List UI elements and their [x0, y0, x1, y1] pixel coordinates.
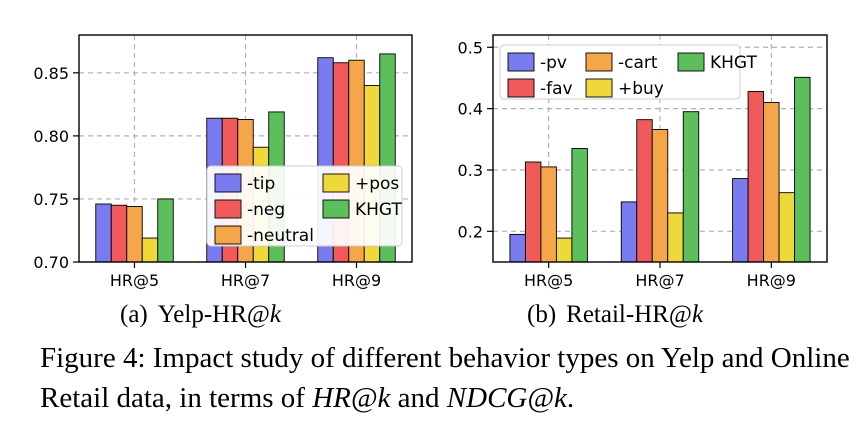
plot-frame: [78, 34, 413, 263]
legend-label: +buy: [618, 79, 664, 99]
bar: [620, 201, 638, 263]
x-tick-label: HR@5: [110, 271, 159, 290]
figure-caption: Figure 4: Impact study of different beha…: [40, 342, 850, 414]
y-tick-label: 0.75: [33, 190, 69, 209]
legend-label: -pv: [540, 53, 567, 73]
legend-label: -fav: [540, 79, 573, 99]
bar: [732, 178, 749, 263]
legend-swatch: [677, 52, 705, 72]
x-tick-label: HR@7: [635, 271, 684, 290]
legend-swatch: [214, 225, 242, 245]
bar: [95, 203, 112, 263]
bar: [524, 161, 542, 263]
bar: [636, 119, 653, 263]
legend-label: -neutral: [247, 226, 314, 246]
bar: [667, 212, 684, 263]
legend-swatch: [322, 199, 350, 219]
y-tick-label: 0.70: [33, 253, 69, 272]
legend-label: KHGT: [355, 200, 402, 220]
legend-box: [206, 165, 403, 247]
bar: [509, 233, 526, 263]
bar: [110, 204, 128, 263]
y-tick-label: 0.5: [458, 38, 483, 57]
bar: [682, 111, 700, 263]
bar: [126, 206, 143, 263]
legend-label: -neg: [247, 200, 285, 220]
y-tick-label: 0.2: [458, 222, 483, 241]
legend-label: -tip: [247, 174, 275, 194]
subcaption-b: (b) Retail-HR@k: [527, 301, 704, 328]
plot-frame: [492, 34, 828, 263]
legend-label: KHGT: [710, 53, 757, 73]
bar: [763, 102, 780, 263]
y-tick-label: 0.85: [33, 64, 69, 83]
bar: [778, 192, 796, 263]
legend-swatch: [214, 199, 242, 219]
bar: [747, 90, 765, 263]
bar: [141, 237, 159, 263]
legend-swatch: [585, 52, 613, 72]
legend-label: -cart: [618, 53, 658, 73]
y-tick-label: 0.80: [33, 127, 69, 146]
legend-swatch: [507, 78, 535, 98]
y-tick-label: 0.3: [458, 161, 483, 180]
x-tick-label: HR@5: [524, 271, 573, 290]
x-tick-label: HR@9: [747, 271, 796, 290]
bar: [555, 237, 573, 263]
bar: [651, 129, 669, 263]
subcaption-a: (a) Yelp-HR@k: [120, 301, 282, 328]
legend-label: +pos: [355, 174, 399, 194]
bar: [794, 76, 811, 263]
legend-swatch: [507, 52, 535, 72]
legend-swatch: [214, 173, 242, 193]
y-tick-label: 0.4: [458, 100, 483, 119]
legend-swatch: [322, 173, 350, 193]
bar: [157, 198, 174, 263]
legend-swatch: [585, 78, 613, 98]
chart-yelp-hr: 0.70 0.75 0.80 0.85 HR@5 HR@7 HR@9 -tip -neg -neu…: [33, 34, 413, 290]
bar: [540, 166, 557, 263]
x-tick-label: HR@9: [332, 271, 381, 290]
x-tick-label: HR@7: [221, 271, 270, 290]
bar: [571, 148, 588, 263]
chart-retail-hr: 0.2 0.3 0.4 0.5 HR@5 HR@7 HR@9 -pv -fav -cart +buy…: [458, 34, 828, 290]
